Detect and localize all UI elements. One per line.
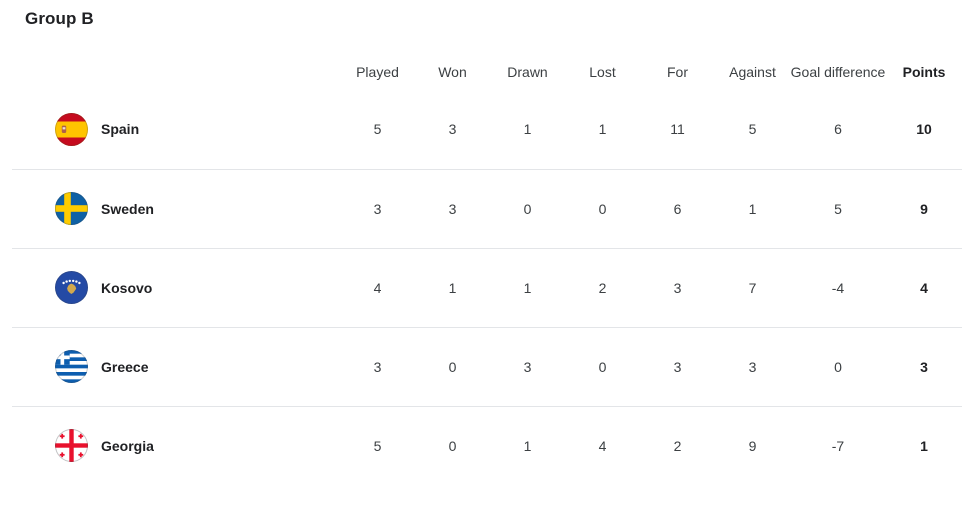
drawn-value: 1: [490, 248, 565, 328]
drawn-value: 0: [490, 169, 565, 249]
points-value: 4: [886, 248, 962, 328]
goals-against-value: 5: [715, 90, 790, 170]
goals-for-value: 6: [640, 169, 715, 249]
team-column-header: [12, 29, 340, 90]
team-cell-greece[interactable]: Greece: [12, 327, 340, 407]
played-value: 5: [340, 90, 415, 170]
team-name: Sweden: [101, 200, 154, 217]
goal-difference-value: -4: [790, 248, 886, 328]
goals-for-value: 11: [640, 90, 715, 170]
goals-against-value: 3: [715, 327, 790, 407]
points-value: 10: [886, 90, 962, 170]
played-value: 5: [373, 437, 382, 454]
kosovo-flag-icon: [55, 271, 88, 304]
team-name: Spain: [101, 121, 140, 138]
col-header-drawn: Drawn: [507, 64, 548, 80]
played-value: 3: [340, 327, 415, 407]
col-header-points: Points: [902, 64, 946, 80]
table-row-kosovo: Kosovo 4 1 1 2 3 7 -4 4: [12, 248, 962, 328]
col-header-for: For: [667, 64, 688, 80]
team-cell-sweden[interactable]: Sweden: [12, 169, 340, 249]
goals-for-value: 3: [640, 248, 715, 328]
team-name: Kosovo: [101, 279, 153, 296]
col-header-against: Against: [729, 64, 776, 80]
spain-flag-icon: [55, 112, 88, 146]
goals-against-value: 7: [715, 248, 790, 328]
goals-against-value: 1: [715, 169, 790, 249]
sweden-flag-icon: [55, 192, 88, 225]
col-header-played: Played: [356, 64, 399, 80]
header-row: Played Won Drawn Lost For Against Goal d…: [12, 29, 962, 90]
standings-table: Played Won Drawn Lost For Against Goal d…: [12, 29, 962, 485]
drawn-value: 3: [490, 327, 565, 407]
goals-against-value: 9: [748, 437, 757, 454]
lost-value: 0: [565, 327, 640, 407]
drawn-value: 1: [523, 437, 532, 454]
col-header-goal-difference: Goal difference: [790, 64, 886, 80]
won-value: 1: [415, 248, 490, 328]
won-value: 0: [448, 437, 457, 454]
georgia-flag-icon: [55, 429, 88, 463]
table-row-georgia: Georgia 5 0 1 4 2 9 -7 1: [12, 406, 962, 485]
played-value: 4: [340, 248, 415, 328]
col-header-lost: Lost: [589, 64, 616, 80]
group-standings-panel: Group B Played Won Drawn Lost For Agains…: [0, 9, 980, 485]
played-value: 3: [340, 169, 415, 249]
table-row-spain: Spain 5 3 1 1 11 5 6 10: [12, 90, 962, 170]
team-cell-georgia[interactable]: Georgia: [12, 406, 340, 485]
team-cell-kosovo[interactable]: Kosovo: [12, 248, 340, 328]
team-name: Greece: [101, 358, 149, 375]
lost-value: 2: [565, 248, 640, 328]
goal-difference-value: 0: [790, 327, 886, 407]
points-value: 9: [886, 169, 962, 249]
table-row-sweden: Sweden 3 3 0 0 6 1 5 9: [12, 169, 962, 249]
won-value: 3: [415, 169, 490, 249]
goals-for-value: 3: [640, 327, 715, 407]
table-row-greece: Greece 3 0 3 0 3 3 0 3: [12, 327, 962, 407]
col-header-won: Won: [438, 64, 467, 80]
team-cell-spain[interactable]: Spain: [12, 90, 340, 170]
lost-value: 4: [598, 437, 607, 454]
greece-flag-icon: [55, 350, 88, 383]
team-name: Georgia: [101, 437, 154, 454]
goal-difference-value: 6: [790, 90, 886, 170]
drawn-value: 1: [490, 90, 565, 170]
goal-difference-value: 5: [790, 169, 886, 249]
goals-for-value: 2: [673, 437, 682, 454]
lost-value: 1: [565, 90, 640, 170]
points-value: 3: [886, 327, 962, 407]
won-value: 0: [415, 327, 490, 407]
lost-value: 0: [565, 169, 640, 249]
points-value: 1: [920, 437, 928, 454]
group-title: Group B: [25, 9, 94, 28]
goal-difference-value: -7: [831, 437, 845, 454]
won-value: 3: [415, 90, 490, 170]
